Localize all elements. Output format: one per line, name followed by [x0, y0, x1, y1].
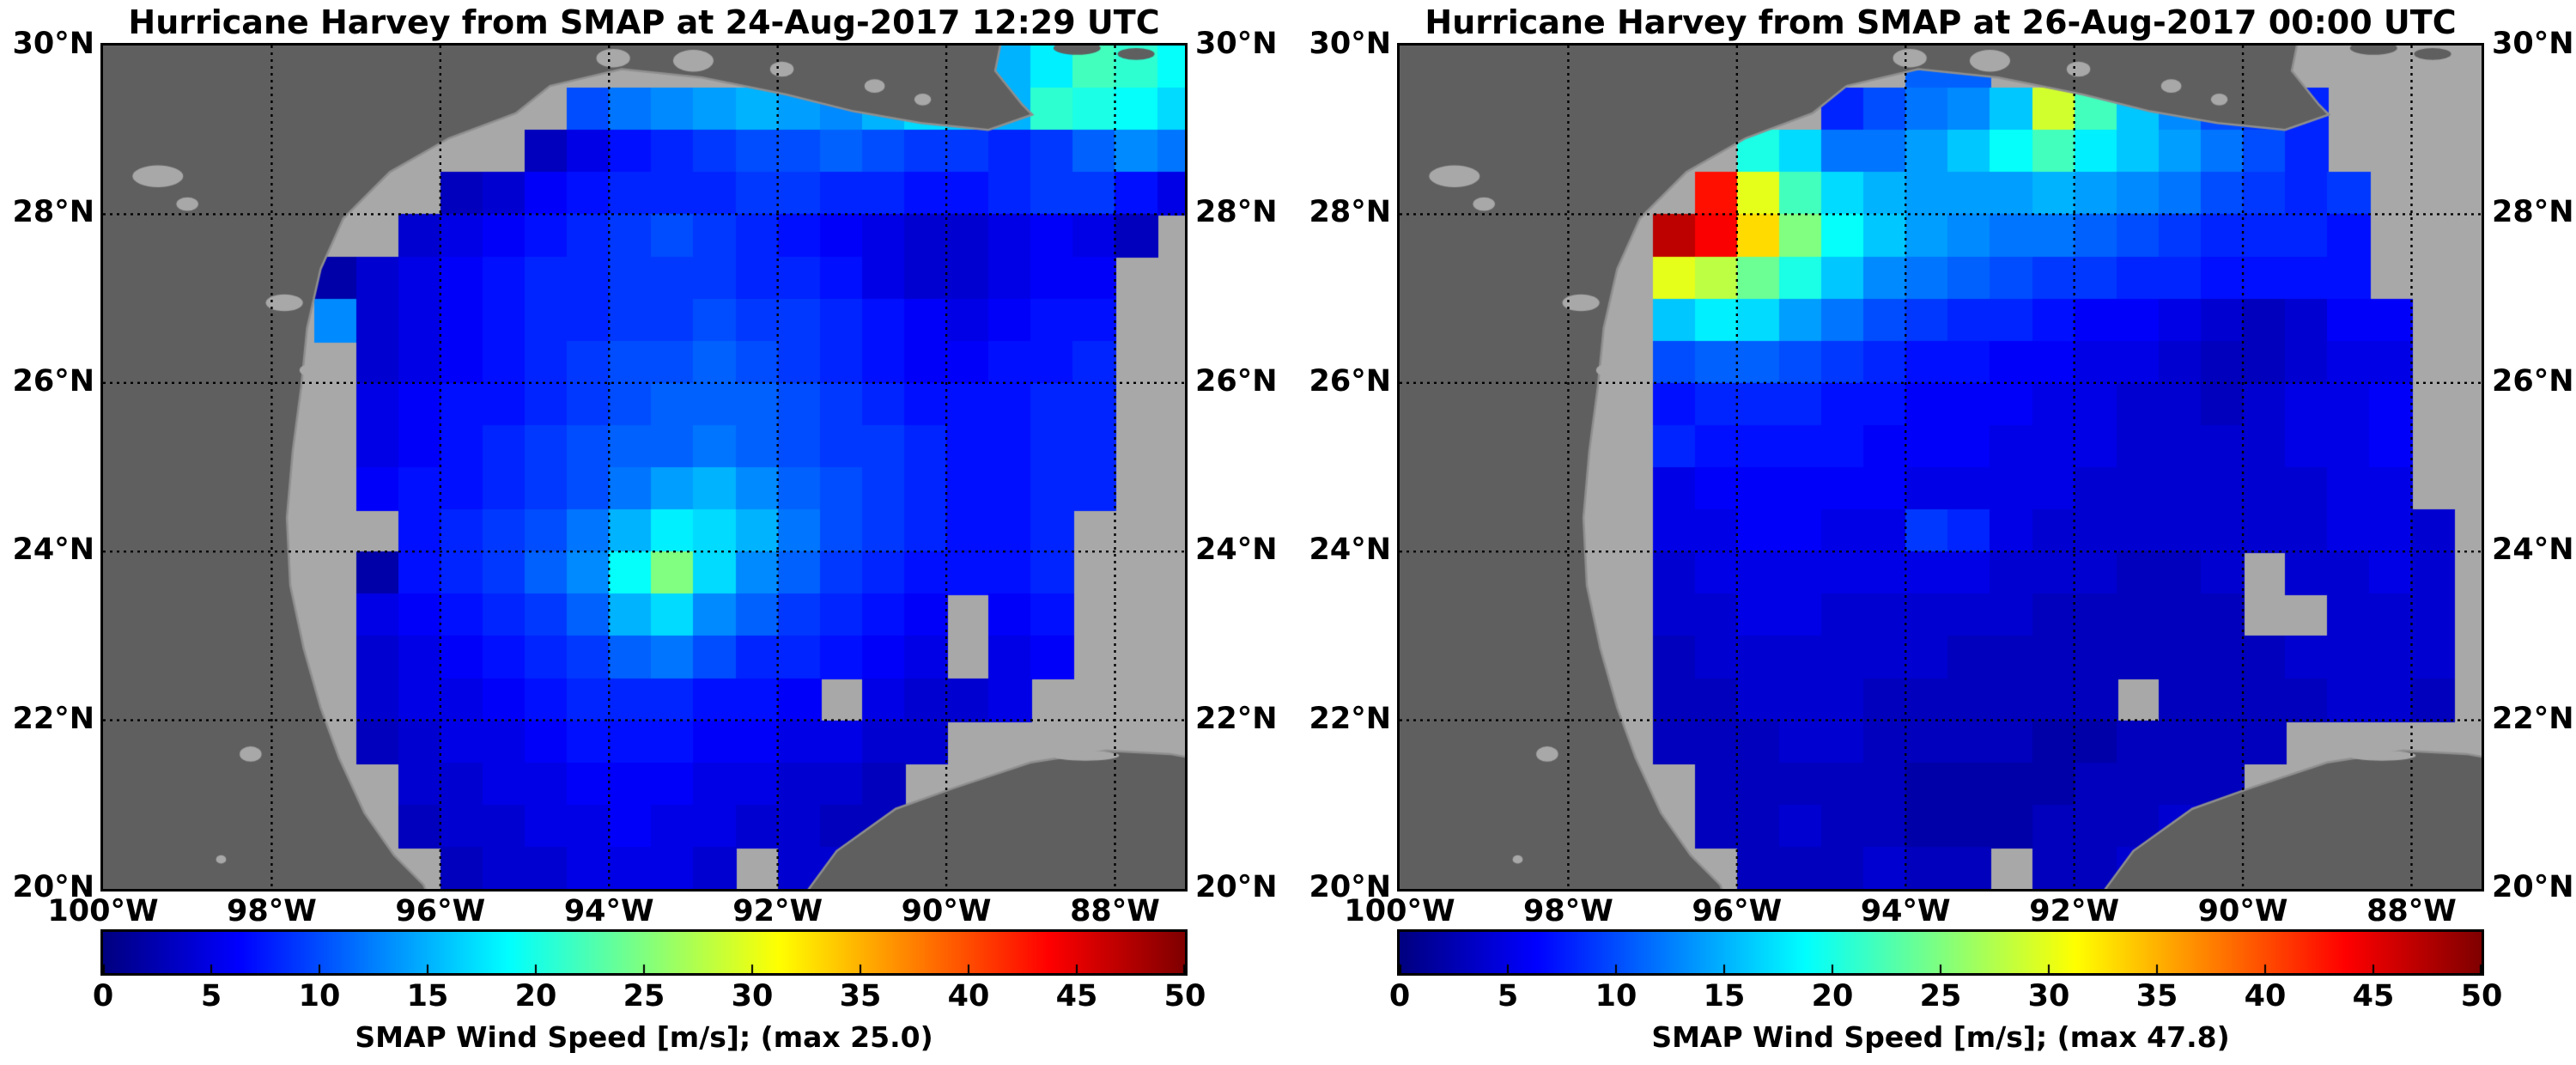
- panel-1-graticule: [103, 46, 1185, 889]
- colorbar-tick-label: 15: [1703, 979, 1746, 1013]
- lon-tick-label: 92°W: [732, 894, 823, 928]
- lon-tick-label: 100°W: [47, 894, 159, 928]
- lat-tick-label-right: 28°N: [1195, 195, 1278, 230]
- lat-tick-label-left: 20°N: [1309, 870, 1392, 904]
- panel-1-colorbar: [100, 929, 1188, 976]
- lat-tick-label-left: 26°N: [12, 363, 95, 399]
- lat-tick-label-right: 20°N: [2492, 870, 2574, 904]
- lat-tick-label-right: 26°N: [1195, 363, 1278, 399]
- colorbar-tick-label: 5: [1497, 979, 1519, 1013]
- lon-tick-label: 94°W: [1860, 894, 1951, 928]
- panel-2-wind-heatmap: [1400, 46, 2482, 889]
- map-panel-1: Hurricane Harvey from SMAP at 24-Aug-201…: [12, 3, 1278, 1054]
- panel-2-colorbar-label: SMAP Wind Speed [m/s]; (max 47.8): [1651, 1020, 2230, 1054]
- panel-1-title: Hurricane Harvey from SMAP at 24-Aug-201…: [128, 3, 1160, 41]
- colorbar-tick-label: 5: [200, 979, 222, 1013]
- lat-tick-label-right: 28°N: [2492, 195, 2574, 230]
- colorbar-tick-label: 10: [1595, 979, 1637, 1013]
- colorbar-tick-label: 50: [1163, 979, 1206, 1013]
- lat-tick-label-left: 22°N: [1309, 701, 1392, 736]
- lat-tick-label-left: 24°N: [1309, 532, 1392, 568]
- colorbar-tick-label: 15: [406, 979, 449, 1013]
- lat-tick-label-right: 22°N: [1195, 701, 1278, 736]
- lon-tick-label: 90°W: [901, 894, 992, 928]
- colorbar-tick-label: 0: [92, 979, 114, 1013]
- lon-tick-label: 96°W: [1692, 894, 1783, 928]
- colorbar-tick-label: 30: [731, 979, 774, 1013]
- lon-tick-label: 92°W: [2029, 894, 2120, 928]
- map-panel-2: Hurricane Harvey from SMAP at 26-Aug-201…: [1297, 0, 2576, 1065]
- colorbar-tick-label: 35: [2136, 979, 2178, 1013]
- lat-tick-label-right: 30°N: [2492, 27, 2574, 61]
- panel-1-plot-area: [100, 43, 1188, 892]
- panel-1-wind-heatmap: [103, 46, 1185, 889]
- colorbar-tick-label: 30: [2027, 979, 2070, 1013]
- lon-tick-label: 94°W: [563, 894, 654, 928]
- lat-tick-label-right: 22°N: [2492, 701, 2574, 736]
- panel-2-plot-area: [1397, 43, 2484, 892]
- lon-tick-label: 100°W: [1344, 894, 1455, 928]
- colorbar-tick-label: 0: [1388, 979, 1411, 1013]
- colorbar-tick-label: 25: [623, 979, 665, 1013]
- panel-1-colorbar-label: SMAP Wind Speed [m/s]; (max 25.0): [355, 1020, 933, 1054]
- panel-2-colorbar: [1397, 929, 2484, 976]
- lon-tick-label: 98°W: [1523, 894, 1613, 928]
- colorbar-tick-label: 25: [1919, 979, 1962, 1013]
- colorbar-tick-label: 40: [2244, 979, 2287, 1013]
- lat-tick-label-left: 28°N: [12, 195, 95, 230]
- lat-tick-label-left: 26°N: [1309, 363, 1392, 399]
- colorbar-tick-label: 45: [2352, 979, 2395, 1013]
- lon-tick-label: 98°W: [227, 894, 317, 928]
- lon-tick-label: 88°W: [1070, 894, 1160, 928]
- lat-tick-label-left: 24°N: [12, 532, 95, 568]
- colorbar-tick-label: 20: [514, 979, 557, 1013]
- lat-tick-label-left: 28°N: [1309, 195, 1392, 230]
- colorbar-tick-label: 40: [947, 979, 990, 1013]
- colorbar-tick-label: 10: [298, 979, 341, 1013]
- colorbar-tick-label: 35: [839, 979, 882, 1013]
- colorbar-tick-label: 50: [2460, 979, 2503, 1013]
- lat-tick-label-right: 26°N: [2492, 363, 2574, 399]
- panel-2-colorbar-gradient: [1400, 932, 2482, 973]
- panel-2-graticule: [1400, 46, 2482, 889]
- lat-tick-label-left: 30°N: [12, 27, 95, 61]
- lat-tick-label-right: 24°N: [2492, 532, 2574, 568]
- lon-tick-label: 96°W: [395, 894, 486, 928]
- panel-2-title: Hurricane Harvey from SMAP at 26-Aug-201…: [1425, 3, 2457, 41]
- lon-tick-label: 90°W: [2197, 894, 2288, 928]
- colorbar-tick-label: 20: [1811, 979, 1854, 1013]
- lat-tick-label-left: 30°N: [1309, 27, 1392, 61]
- lat-tick-label-right: 20°N: [1195, 870, 1278, 904]
- panel-1-colorbar-gradient: [103, 932, 1185, 973]
- lat-tick-label-left: 22°N: [12, 701, 95, 736]
- lat-tick-label-right: 24°N: [1195, 532, 1278, 568]
- lat-tick-label-left: 20°N: [12, 870, 95, 904]
- lat-tick-label-right: 30°N: [1195, 27, 1278, 61]
- colorbar-tick-label: 45: [1055, 979, 1098, 1013]
- lon-tick-label: 88°W: [2366, 894, 2457, 928]
